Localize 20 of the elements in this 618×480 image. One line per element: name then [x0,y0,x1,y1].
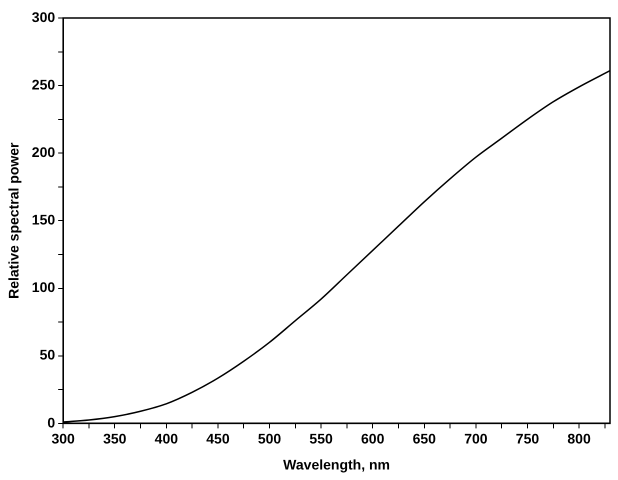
x-tick-label: 550 [309,430,333,447]
y-tick-label: 50 [40,346,56,363]
x-tick-label: 400 [154,430,178,447]
x-tick-label: 750 [516,430,540,447]
x-axis-title: Wavelength, nm [283,456,390,472]
y-tick-label: 300 [32,8,56,25]
y-tick-label: 100 [32,279,56,296]
x-tick-label: 800 [567,430,591,447]
x-tick-label: 300 [51,430,76,447]
x-tick-label: 700 [464,430,488,447]
x-tick-label: 600 [361,430,385,447]
x-tick-label: 450 [206,430,230,447]
y-tick-label: 150 [32,212,56,228]
y-tick-label: 0 [47,414,56,430]
x-tick-label: 350 [103,430,127,447]
y-tick-label: 250 [32,76,56,92]
y-axis-title: Relative spectral power [5,142,22,299]
x-tick-label: 500 [258,430,282,447]
x-tick-label: 650 [412,430,436,447]
y-tick-label: 200 [32,144,56,160]
